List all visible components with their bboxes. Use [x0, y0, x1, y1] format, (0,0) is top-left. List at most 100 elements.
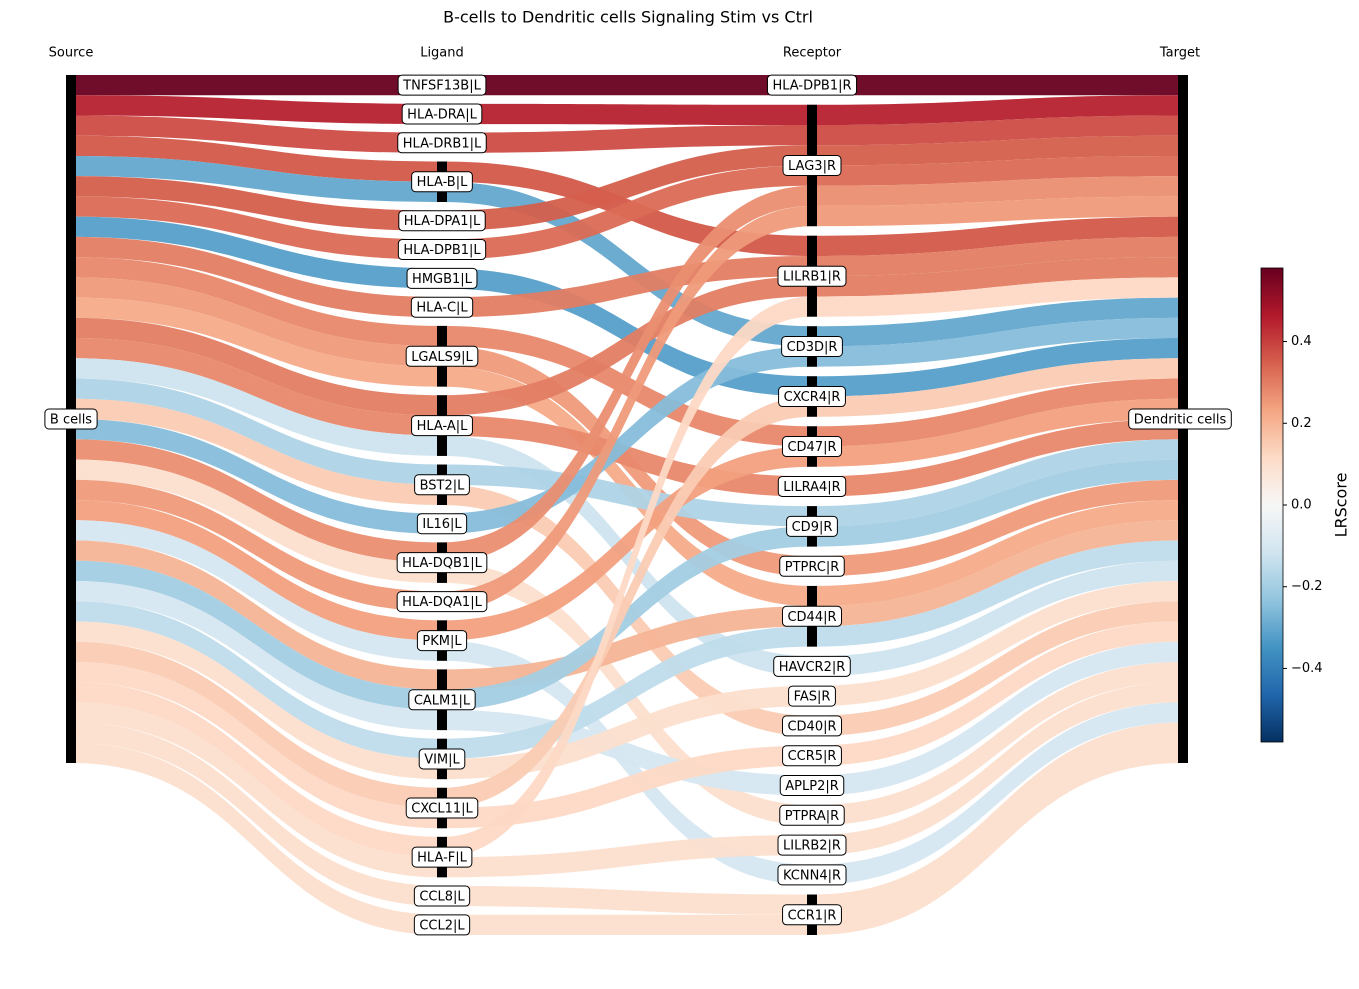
ligand-label-group: CXCL11|L: [405, 797, 479, 819]
ligand-label-group: HLA-B|L: [411, 171, 473, 193]
ligand-label-box: [416, 630, 468, 652]
ligand-label: HLA-DRB1|L: [403, 136, 482, 151]
receptor-label-group: KCNN4|R: [777, 864, 847, 886]
receptor-label-group: LILRB1|R: [777, 265, 847, 287]
ligand-label-group: HLA-DQA1|L: [396, 591, 488, 613]
flow-band: [71, 378, 1183, 527]
ligand-label-box: [405, 797, 479, 819]
ligand-label-box: [414, 474, 470, 496]
receptor-label-box: [777, 475, 847, 497]
nodes: TNFSF13B|L HLA-DRA|L HLA-DRB1|L HLA-B|L HLA-…: [44, 74, 1232, 936]
receptor-label: LILRB2|R: [783, 839, 841, 854]
colorbar-tick-label: −0.2: [1291, 579, 1323, 594]
flow-band: [71, 95, 1183, 126]
receptor-label-box: [779, 804, 845, 826]
ligand-label-group: HLA-C|L: [410, 296, 474, 318]
flow-band: [71, 155, 1183, 347]
ligand-label-group: CCL2|L: [413, 914, 471, 936]
receptor-label-group: HLA-DPB1|R: [766, 74, 858, 96]
receptor-label-box: [781, 605, 843, 627]
flow-band: [71, 682, 1183, 878]
flow-band: [71, 580, 1183, 796]
receptor-label-box: [777, 265, 847, 287]
ligand-label: HMGB1|L: [412, 272, 473, 287]
ligand-label-group: HLA-DQB1|L: [396, 552, 488, 574]
ligand-label-box: [411, 415, 473, 437]
receptor-label-box: [786, 515, 838, 537]
flow-band: [71, 358, 1183, 677]
receptor-label-group: FAS|R: [788, 685, 836, 707]
ligand-label-group: HLA-DRA|L: [401, 103, 483, 125]
receptor-label-box: [779, 774, 845, 796]
flow-band: [71, 75, 1183, 96]
receptor-label-group: CD47|R: [781, 436, 843, 458]
flow-band: [71, 459, 1183, 710]
ligand-label-group: LGALS9|L: [405, 345, 479, 367]
flow-band: [71, 398, 1183, 737]
ligand-label: VIM|L: [424, 752, 460, 767]
ligand-label-box: [411, 171, 473, 193]
ligand-label-group: HLA-DRB1|L: [397, 132, 487, 154]
ligand-label-group: VIM|L: [418, 748, 466, 770]
receptor-label: CD40|R: [787, 719, 836, 734]
ligand-label-group: PKM|L: [416, 630, 468, 652]
ligand-label-box: [397, 239, 487, 261]
ligand-label-group: IL16|L: [416, 513, 468, 535]
colorbar-tick-label: 0.4: [1291, 334, 1312, 349]
flow-band: [71, 277, 1183, 858]
receptor-label-box: [779, 555, 845, 577]
ligand-label-box: [398, 210, 486, 232]
receptor-label: CD9|R: [792, 520, 833, 535]
receptor-label-box: [777, 864, 847, 886]
flow-band: [71, 540, 1183, 759]
ligand-label-group: CCL8|L: [413, 885, 471, 907]
receptor-label: HAVCR2|R: [779, 660, 846, 675]
colorbar: [1260, 267, 1284, 743]
flow-band: [71, 135, 1183, 231]
ligand-label: CCL8|L: [419, 890, 465, 905]
colorbar-tick-label: −0.4: [1291, 661, 1323, 676]
ligand-label: HLA-DPB1|L: [403, 243, 481, 258]
receptor-label-group: CXCR4|R: [778, 386, 846, 408]
receptor-label-group: CD40|R: [781, 715, 843, 737]
flow-band: [71, 115, 1183, 153]
flow-band: [71, 621, 1183, 829]
column-header: Ligand: [420, 46, 464, 61]
ligand-label: HLA-C|L: [416, 301, 468, 316]
receptor-label-box: [781, 436, 843, 458]
ligand-label: HLA-DQB1|L: [402, 556, 482, 571]
ligand-label: CALM1|L: [414, 693, 471, 708]
ligand-label-group: BST2|L: [414, 474, 470, 496]
receptor-label: CCR5|R: [788, 749, 837, 764]
ligand-label: TNFSF13B|L: [402, 79, 481, 94]
flow-band: [71, 155, 1183, 260]
ligand-label: PKM|L: [422, 634, 462, 649]
ligand-label: IL16|L: [422, 517, 462, 532]
ligand-label-group: HLA-DPB1|L: [397, 239, 487, 261]
flow-band: [71, 520, 1183, 690]
receptor-label-box: [782, 904, 842, 926]
flow-band: [71, 236, 1183, 318]
ligand-label-box: [411, 846, 473, 868]
flow-band: [71, 135, 1183, 256]
colorbar-label: LRScore: [1332, 473, 1351, 538]
ligand-label-box: [410, 296, 474, 318]
receptor-label: CCR1|R: [788, 908, 837, 923]
receptor-label-group: CCR5|R: [782, 745, 842, 767]
receptor-label-group: CD44|R: [781, 605, 843, 627]
flow-band: [71, 277, 1183, 577]
ligand-label-group: TNFSF13B|L: [397, 74, 487, 96]
receptor-label: LAG3|R: [788, 159, 836, 174]
receptor-label: PTPRC|R: [785, 560, 840, 575]
ligand-label-box: [416, 513, 468, 535]
receptor-label: FAS|R: [794, 690, 831, 705]
flow-band: [71, 257, 1183, 447]
source-label: B cells: [50, 413, 92, 428]
ligand-label-box: [418, 748, 466, 770]
column-header: Target: [1159, 46, 1200, 61]
receptor-label-box: [782, 745, 842, 767]
receptor-label-group: PTPRC|R: [779, 555, 845, 577]
receptor-label-group: APLP2|R: [779, 774, 845, 796]
ligand-label-box: [397, 74, 487, 96]
ligand-label: HLA-F|L: [417, 851, 467, 866]
